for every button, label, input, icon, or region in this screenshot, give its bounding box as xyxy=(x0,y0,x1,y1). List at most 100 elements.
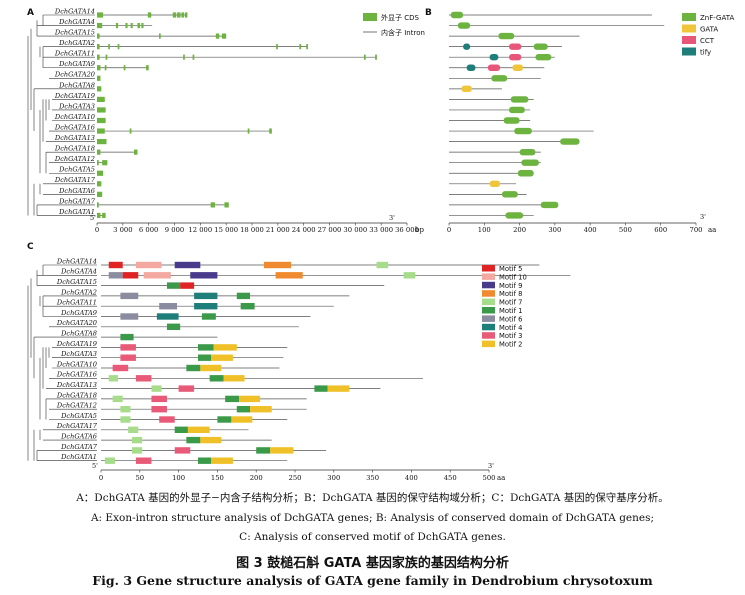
panel-a-gene-label: DchGATA5 xyxy=(58,166,95,174)
legend-label: Motif 7 xyxy=(499,299,522,307)
exon-block xyxy=(97,149,101,155)
exon-block xyxy=(375,54,377,60)
motif-block xyxy=(200,364,222,372)
exon-block xyxy=(115,22,119,29)
tick-label: 350 xyxy=(366,474,379,482)
exon-block xyxy=(210,202,215,208)
exon-block xyxy=(130,22,133,29)
panel-a-gene-label: DchGATA14 xyxy=(54,7,95,15)
panel-b: B ZnF-GATA GATA CCT tify 3' 0 100 200 300 400 500 60… xyxy=(425,8,734,234)
exon-block xyxy=(269,128,272,134)
panel-a-gene-label: DchGATA6 xyxy=(58,187,95,195)
legend-swatch-motif xyxy=(482,290,495,297)
legend-swatch-motif xyxy=(482,281,495,289)
panel-c-gene-label: DchGATA17 xyxy=(56,422,98,430)
motif-block xyxy=(128,426,139,433)
motif-block xyxy=(239,395,261,403)
tick-label: 400 xyxy=(584,226,597,234)
tick-label: 6 000 xyxy=(139,226,158,234)
panel-c-gene-label: DchGATA2 xyxy=(60,288,97,296)
exon-block xyxy=(97,44,100,50)
panel-a-gene-label: DchGATA18 xyxy=(54,145,95,153)
exon-block xyxy=(105,54,108,60)
motif-block xyxy=(249,406,272,413)
exon-block xyxy=(159,33,161,39)
tick-label: 3 000 xyxy=(113,226,132,234)
tick-label: 450 xyxy=(444,474,457,482)
panel-a-gene-label: DchGATA15 xyxy=(54,29,95,37)
tick-label: 0 xyxy=(95,226,99,234)
tick-label: 300 xyxy=(548,226,561,234)
domain-gata xyxy=(489,180,501,187)
motif-block xyxy=(225,395,240,403)
exon-block xyxy=(97,65,101,71)
panel-c-gene-label: DchGATA1 xyxy=(60,453,97,461)
panel-a-gene-label: DchGATA19 xyxy=(54,92,95,100)
exon-block xyxy=(97,181,102,187)
motif-block xyxy=(120,406,131,413)
motif-block xyxy=(112,395,123,403)
caption-zh: A：DchGATA 基因的外显子−内含子结构分析；B：DchGATA 基因的保守… xyxy=(76,492,669,504)
tick-label: 400 xyxy=(405,474,418,482)
tick-label: 0 xyxy=(447,226,451,234)
domain-znf-gata xyxy=(519,148,536,156)
motif-block xyxy=(174,447,191,454)
exon-block xyxy=(97,139,107,145)
exon-block xyxy=(108,44,110,50)
panel-a-axis: 5' 3' 0 3 000 6 000 9 000 12 000 15 000 18 000 21… xyxy=(90,214,424,234)
motif-block xyxy=(135,375,152,382)
motif-block xyxy=(166,323,181,330)
motif-block xyxy=(194,292,218,300)
exon-block xyxy=(221,33,227,39)
panel-c-gene-label: DchGATA8 xyxy=(60,330,97,338)
domain-cct xyxy=(508,54,522,61)
motif-block xyxy=(135,457,152,464)
motif-block xyxy=(186,436,201,444)
panel-c-label: C xyxy=(27,242,34,252)
panel-c-gene-label: DchGATA14 xyxy=(56,257,97,265)
panel-c-gene-label: DchGATA12 xyxy=(56,402,97,410)
motif-block xyxy=(159,303,178,310)
exon-block xyxy=(363,54,366,60)
motif-block xyxy=(132,447,143,454)
panel-a-gene-label: DchGATA20 xyxy=(54,71,95,79)
tick-label: 200 xyxy=(513,226,526,234)
caption-en-c: C: Analysis of conserved motif of DchGAT… xyxy=(239,531,506,543)
motif-block xyxy=(104,457,115,464)
gene-structure-figure: A DchGATA14 DchGATA4 DchGATA15 DchGATA2 DchGA… xyxy=(27,7,734,482)
tick-label: 500 xyxy=(619,226,632,234)
legend-swatch-motif xyxy=(482,332,495,339)
panel-c-gene-label: DchGATA19 xyxy=(56,340,97,348)
exon-block xyxy=(125,22,128,29)
legend-swatch-motif xyxy=(482,323,495,331)
legend-label: tify xyxy=(700,49,711,57)
tick-label: 9 000 xyxy=(165,226,184,234)
panel-c: C DchGATA14 DchGATA4 DchGATA15 DchGATA2 DchGA… xyxy=(27,242,571,482)
tick-label: 300 xyxy=(327,474,340,482)
exon-block xyxy=(123,65,126,71)
motif-block xyxy=(209,375,224,382)
motif-block xyxy=(187,426,210,433)
legend-label: GATA xyxy=(700,26,718,34)
domain-znf-gata xyxy=(457,22,471,29)
tick-label: 33 000 xyxy=(369,226,393,234)
domain-znf-gata xyxy=(514,127,532,135)
figure-title-en: Fig. 3 Gene structure analysis of GATA g… xyxy=(92,573,653,588)
exon-block xyxy=(299,44,302,50)
motif-block xyxy=(376,261,389,269)
domain-znf-gata xyxy=(505,212,524,219)
legend-swatch-motif xyxy=(482,273,495,280)
panel-c-gene-label: DchGATA5 xyxy=(60,412,97,420)
exon-block xyxy=(97,12,104,18)
panel-a-label: A xyxy=(27,8,34,18)
exon-block xyxy=(97,22,103,29)
tick-label: 12 000 xyxy=(188,226,212,234)
exon-block xyxy=(247,128,250,134)
domain-znf-gata xyxy=(450,11,464,19)
motif-block xyxy=(151,385,162,392)
panel-c-gene-label: DchGATA15 xyxy=(56,278,97,286)
legend-label: Motif 6 xyxy=(499,315,522,323)
caption-en: A: Exon-intron structure analysis of Dch… xyxy=(90,512,655,524)
exon-block xyxy=(97,107,106,113)
tick-label: 250 xyxy=(289,474,302,482)
